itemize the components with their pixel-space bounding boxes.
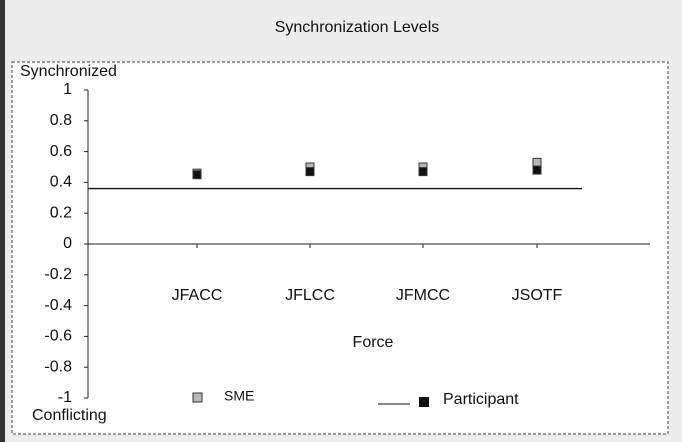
marker [532,165,542,175]
marker [418,167,428,177]
y-tick-label: 0 [63,235,72,252]
y-tick-label: -0.4 [44,297,72,314]
top-label: Synchronized [20,63,117,80]
y-tick-label: -1 [58,389,72,406]
legend-label: SME [224,388,254,404]
marker [532,157,542,167]
legend-swatch [192,392,203,403]
y-tick-label: 0.8 [50,112,72,129]
marker [192,170,202,180]
x-tick-label: JSOTF [512,287,563,304]
x-tick-label: JFACC [172,287,223,304]
window-edge [0,0,5,442]
x-axis-label: Force [353,334,394,351]
y-tick-label: 0.4 [50,174,72,191]
y-tick-label: -0.2 [44,266,72,283]
marker [305,167,315,177]
x-tick-label: JFLCC [285,287,335,304]
y-tick-label: -0.6 [44,328,72,345]
y-tick-label: 0.6 [50,143,72,160]
legend-swatch [419,397,429,407]
legend-label: Participant [443,391,519,408]
bottom-label: Conflicting [32,407,107,424]
chart-title: Synchronization Levels [275,19,440,36]
y-tick-label: 0.2 [50,204,72,221]
plot-frame [11,61,669,435]
x-tick-label: JFMCC [396,287,450,304]
y-tick-label: 1 [63,81,72,98]
y-tick-label: -0.8 [44,358,72,375]
